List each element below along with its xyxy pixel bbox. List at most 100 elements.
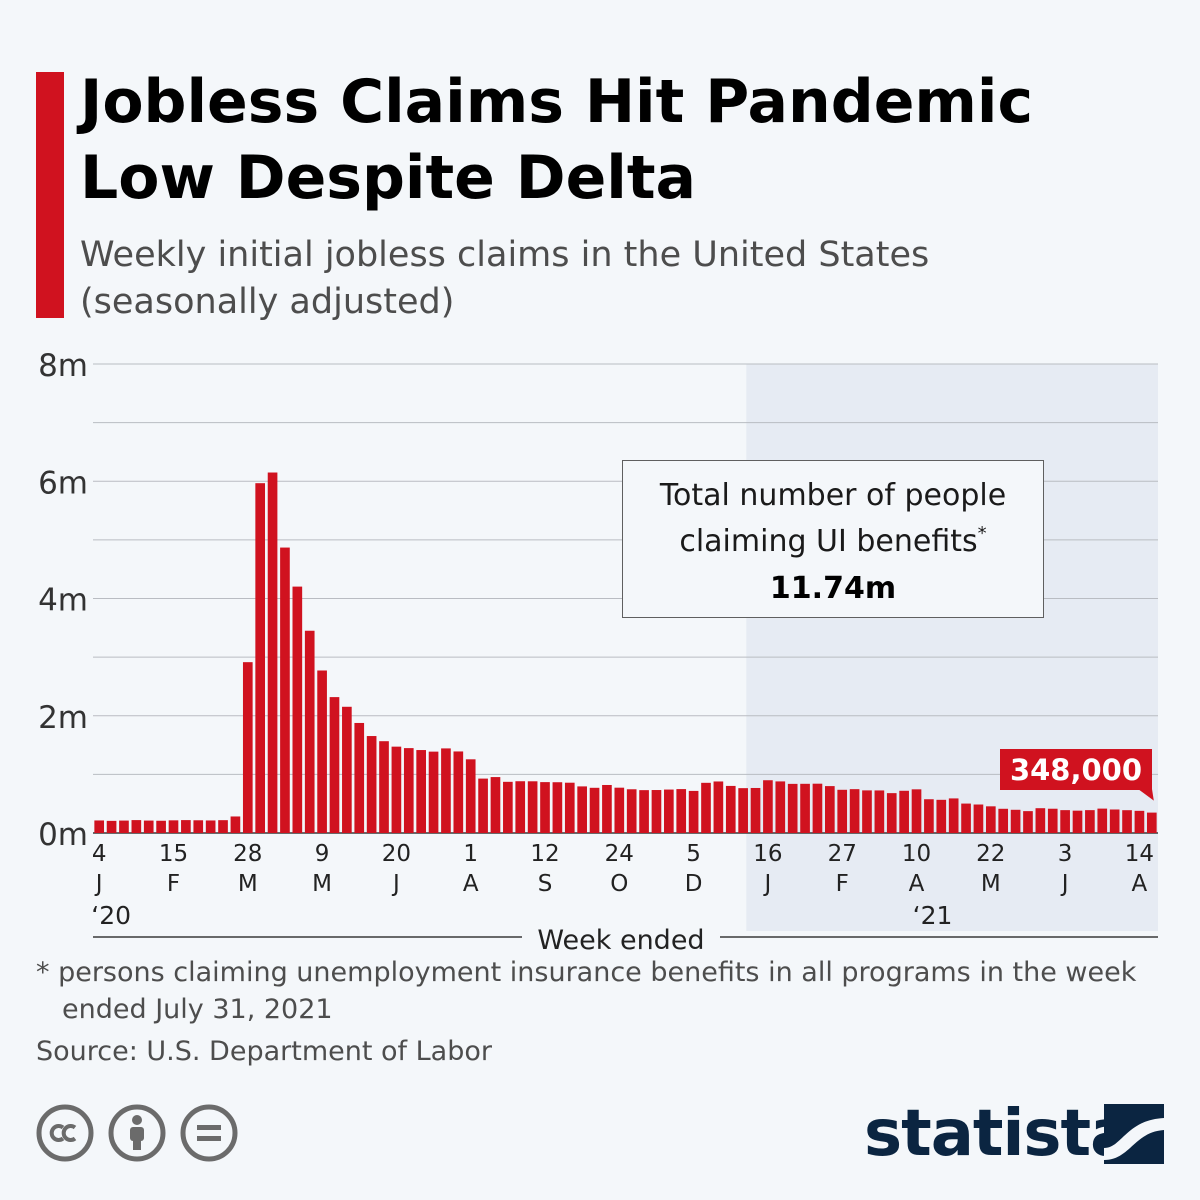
claims-bar (453, 751, 464, 833)
claims-bar (936, 799, 947, 833)
claims-bar (354, 722, 365, 833)
claims-bar (564, 782, 575, 833)
x-tick-month: M (312, 871, 332, 897)
claims-bar (230, 816, 241, 833)
x-tick-month: M (981, 871, 1001, 897)
claims-bar (738, 788, 748, 833)
chart-subtitle: Weekly initial jobless claims in the Uni… (80, 235, 930, 322)
claims-bar (948, 798, 959, 833)
x-tick-day: 15 (159, 841, 188, 867)
statista-wordmark[interactable]: statista (864, 1097, 1133, 1171)
x-tick-month: M (238, 871, 258, 897)
x-tick-day: 24 (605, 841, 634, 867)
claims-bar (899, 790, 909, 833)
claims-bar (515, 781, 526, 833)
y-tick-label: 4m (38, 583, 88, 619)
claims-bar (441, 748, 451, 833)
claims-bar (676, 789, 687, 833)
x-tick-day: 14 (1125, 841, 1154, 867)
claims-bar (490, 777, 501, 833)
x-tick-month: A (463, 871, 479, 897)
cc-icon[interactable] (36, 1104, 94, 1162)
x-tick-day: 9 (315, 841, 330, 867)
claims-bar (973, 804, 984, 833)
claims-bar (1023, 811, 1033, 833)
x-tick-month: D (685, 871, 703, 897)
y-tick-label: 6m (38, 465, 88, 501)
claims-bar (775, 781, 786, 833)
x-tick-day: 12 (530, 841, 559, 867)
callout-footnote-marker: * (977, 523, 987, 544)
last-value-label: 348,000 (1010, 753, 1142, 787)
x-tick-day: 4 (92, 841, 107, 867)
claims-bar (924, 799, 934, 833)
claims-bar (131, 820, 142, 833)
claims-bar (205, 820, 216, 833)
x-tick-day: 10 (902, 841, 931, 867)
claims-bar (862, 790, 872, 833)
x-tick-day: 28 (233, 841, 262, 867)
claims-bar (119, 820, 129, 833)
claims-bar (602, 784, 612, 833)
claims-bar (280, 547, 290, 833)
callout-line-2-text: claiming UI benefits (679, 524, 978, 559)
claims-bar (1146, 812, 1157, 833)
claims-bar (825, 786, 835, 833)
x-tick-month: A (909, 871, 925, 897)
x-axis-title: Week ended (537, 925, 704, 950)
claims-bar (267, 472, 278, 833)
claims-bar (626, 789, 637, 833)
claims-bar (639, 790, 649, 833)
x-tick-day: 16 (753, 841, 782, 867)
claims-bar (552, 782, 563, 833)
claims-bar (181, 820, 191, 833)
claims-bar (911, 789, 922, 833)
statista-logo-icon[interactable] (1104, 1104, 1164, 1164)
attribution-icon[interactable] (108, 1104, 166, 1162)
claims-bar (812, 783, 823, 833)
claims-bar (1122, 810, 1132, 833)
claims-bar (143, 820, 154, 833)
claims-bar (688, 790, 699, 833)
x-year-label: ‘20 (91, 901, 131, 930)
claims-bar (787, 783, 798, 833)
x-tick-month: J (763, 871, 772, 897)
bar-chart: 0m 2m 4m 6m 8m 4 J 15 F 28 M 9 M 20 J 1 A 12 S 24 O 5 D 16 J 27 F 1… (38, 348, 1158, 950)
claims-bar (218, 820, 228, 833)
last-value-label-pointer (1138, 789, 1154, 801)
claims-bar (292, 586, 303, 833)
claims-bar (391, 746, 402, 833)
claims-bar (961, 803, 971, 833)
highlight-region-2021 (746, 364, 1158, 931)
claims-bar (416, 750, 426, 833)
x-tick-month: F (836, 871, 849, 897)
x-tick-month: S (538, 871, 553, 897)
claims-bar (379, 741, 389, 833)
claims-bar (527, 781, 538, 833)
claims-bar (342, 706, 352, 833)
x-tick-month: J (1060, 871, 1069, 897)
claims-bar (1097, 808, 1108, 833)
x-tick-month: O (610, 871, 628, 897)
claims-bar (614, 787, 625, 833)
footnote-line-1: * persons claiming unemployment insuranc… (36, 957, 1137, 988)
footnote-line-2: ended July 31, 2021 (62, 994, 333, 1025)
claims-bar (837, 789, 848, 833)
claims-bar (540, 782, 550, 833)
claims-bar (1047, 808, 1058, 833)
claims-bar (886, 793, 897, 833)
no-derivatives-icon[interactable] (180, 1104, 238, 1162)
claims-bar (366, 736, 377, 833)
claims-bar (465, 759, 476, 833)
ui-benefits-callout: Total number of people claiming UI benef… (622, 460, 1044, 618)
claims-bar (193, 820, 204, 833)
callout-value: 11.74m (769, 571, 897, 606)
claims-bar (106, 820, 117, 833)
claims-bar (1072, 810, 1083, 833)
claims-bar (713, 781, 724, 833)
claims-bar (701, 782, 711, 833)
x-tick-month: J (391, 871, 400, 897)
claims-bar (664, 789, 674, 833)
claims-bar (651, 790, 662, 833)
x-tick-day: 1 (463, 841, 478, 867)
